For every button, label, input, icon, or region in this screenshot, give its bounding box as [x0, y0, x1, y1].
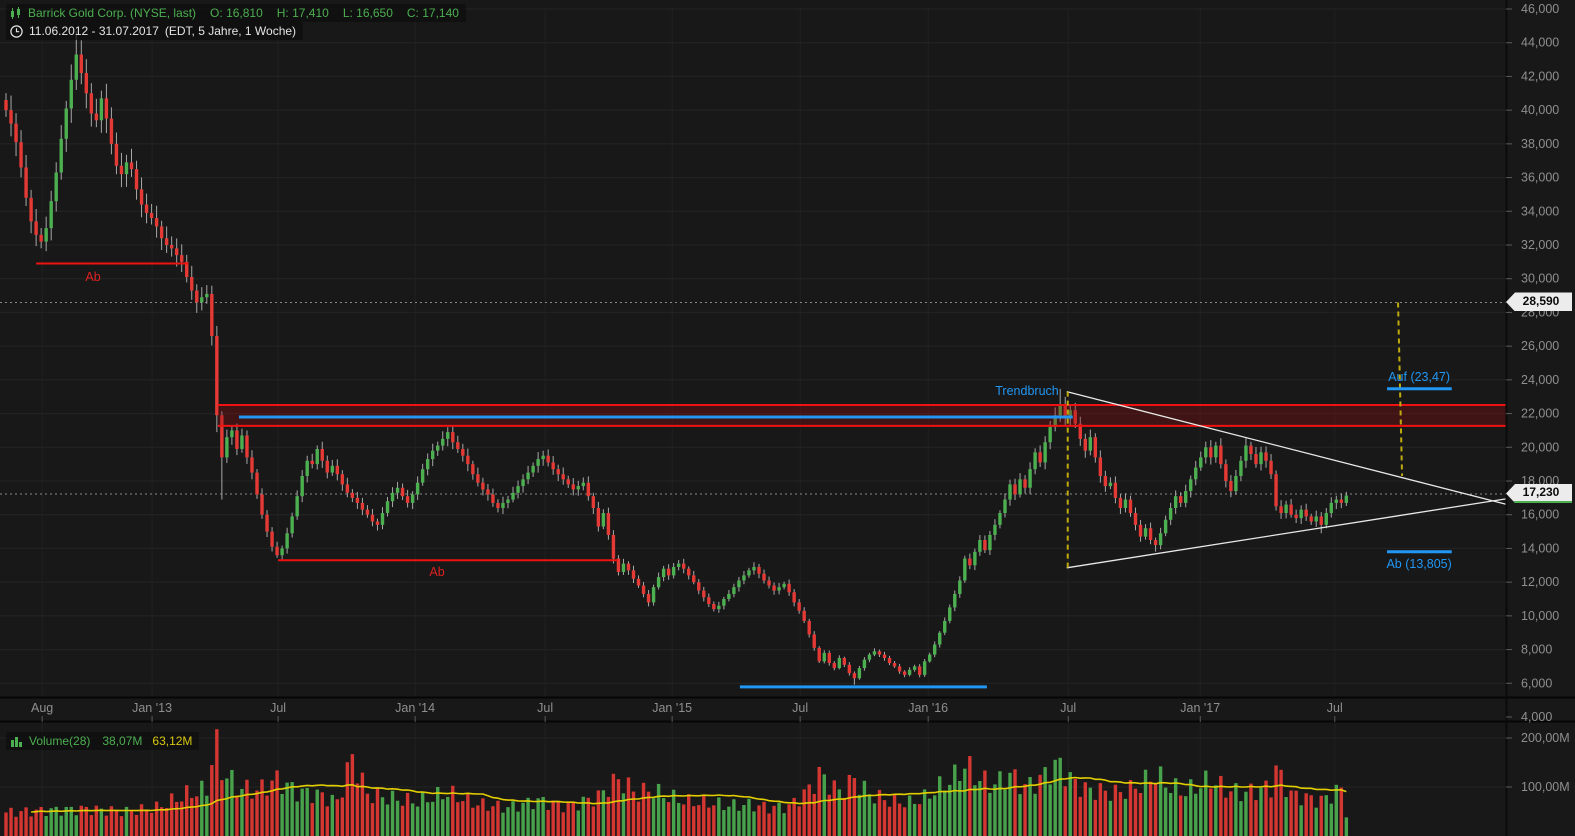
- auf-target-label[interactable]: Auf (23,47): [1388, 369, 1451, 384]
- clock-icon: [10, 24, 23, 38]
- y-axis-label: 26,000: [1521, 339, 1559, 353]
- volume-indicator-label: Volume(28): [29, 734, 91, 748]
- y-axis-label: 34,000: [1521, 204, 1559, 218]
- x-axis-label: Jan '15: [652, 701, 692, 715]
- y-axis-label: 12,000: [1521, 575, 1559, 589]
- x-axis-label: Jul: [270, 701, 286, 715]
- x-axis-label: Jan '14: [395, 701, 435, 715]
- y-axis-label: 14,000: [1521, 541, 1559, 555]
- y-axis-label: 16,000: [1521, 508, 1559, 522]
- x-axis-label: Aug: [31, 701, 53, 715]
- instrument-name: Barrick Gold Corp. (NYSE, last): [28, 6, 197, 20]
- ab-target-label[interactable]: Ab (13,805): [1386, 556, 1452, 571]
- x-axis-label: Jan '16: [908, 701, 948, 715]
- volume-axis-label: 100,00M: [1521, 780, 1570, 794]
- x-axis-label: Jul: [1060, 701, 1076, 715]
- timeframe: (EDT, 5 Jahre, 1 Woche): [164, 24, 297, 38]
- y-axis-label: 6,000: [1521, 676, 1552, 690]
- low-label: L:: [342, 6, 353, 20]
- x-axis-label: Jan '13: [132, 701, 172, 715]
- volume-current-value: 38,07M: [102, 734, 143, 748]
- volume-ma-value: 63,12M: [152, 734, 193, 748]
- resistance-ab-label-2[interactable]: Ab: [429, 565, 445, 580]
- volume-bars-icon: [10, 735, 23, 747]
- y-axis-label: 4,000: [1521, 710, 1552, 724]
- date-range: 11.06.2012 - 31.07.2017: [29, 24, 159, 38]
- y-axis-label: 40,000: [1521, 103, 1559, 117]
- y-axis-label: 20,000: [1521, 440, 1559, 454]
- x-axis-label: Jul: [537, 701, 553, 715]
- y-axis-label: 32,000: [1521, 238, 1559, 252]
- y-axis-label: 44,000: [1521, 36, 1559, 50]
- y-axis-label: 22,000: [1521, 407, 1559, 421]
- y-axis-label: 30,000: [1521, 272, 1559, 286]
- open-value: 16,810: [226, 6, 263, 20]
- y-axis-label: 8,000: [1521, 643, 1552, 657]
- y-axis-label: 36,000: [1521, 171, 1559, 185]
- y-axis-label: 10,000: [1521, 609, 1559, 623]
- close-value: 17,140: [422, 6, 459, 20]
- high-label: H:: [276, 6, 289, 20]
- open-label: O:: [210, 6, 223, 20]
- y-axis-label: 42,000: [1521, 69, 1559, 83]
- y-axis-label: 38,000: [1521, 137, 1559, 151]
- price-tag-current[interactable]: 17,230: [1506, 483, 1572, 503]
- close-label: C:: [406, 6, 419, 20]
- y-axis-label: 46,000: [1521, 2, 1559, 16]
- x-axis-label: Jul: [792, 701, 808, 715]
- price-tag-target[interactable]: 28,590: [1506, 292, 1572, 312]
- resistance-ab-label-1[interactable]: Ab: [85, 269, 101, 284]
- x-axis-label: Jan '17: [1180, 701, 1220, 715]
- volume-axis-label: 200,00M: [1521, 731, 1570, 745]
- low-value: 16,650: [356, 6, 393, 20]
- y-axis-label: 24,000: [1521, 373, 1559, 387]
- volume-ma-line: [31, 776, 1347, 813]
- x-axis-label: Jul: [1327, 701, 1343, 715]
- daterange-legend[interactable]: 11.06.2012 - 31.07.2017 (EDT, 5 Jahre, 1…: [6, 22, 304, 40]
- candlestick-icon: [10, 6, 22, 20]
- volume-legend[interactable]: Volume(28) 38,07M 63,12M: [6, 732, 200, 750]
- trendbruch-label[interactable]: Trendbruch: [995, 383, 1059, 398]
- high-value: 17,410: [292, 6, 329, 20]
- instrument-legend[interactable]: Barrick Gold Corp. (NYSE, last) O: 16,81…: [6, 4, 466, 22]
